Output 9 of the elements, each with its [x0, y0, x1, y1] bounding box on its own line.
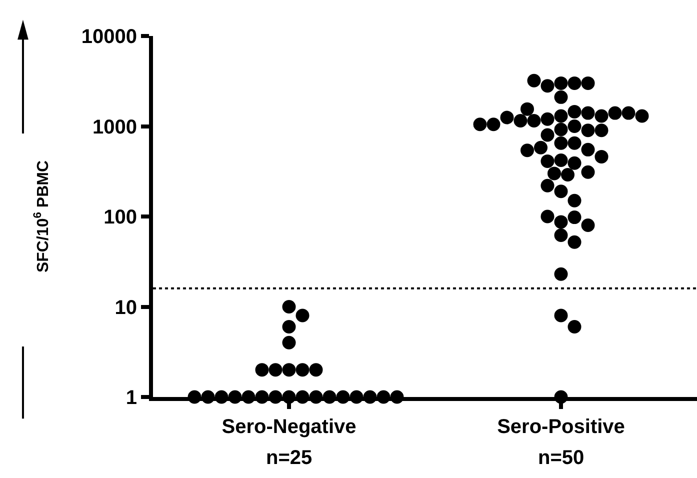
- y-tick-label: 10: [114, 296, 137, 319]
- y-tick-label: 1000: [92, 116, 137, 138]
- x-tick-label: Sero-Negative: [222, 416, 356, 438]
- text: n=25: [266, 447, 312, 469]
- text: n=50: [538, 447, 584, 469]
- y-tick-label: 100: [104, 206, 137, 228]
- y-tick-label: 1: [126, 387, 137, 409]
- y-tick-label: 10000: [81, 26, 137, 48]
- x-tick-label: Sero-Positive: [497, 416, 625, 438]
